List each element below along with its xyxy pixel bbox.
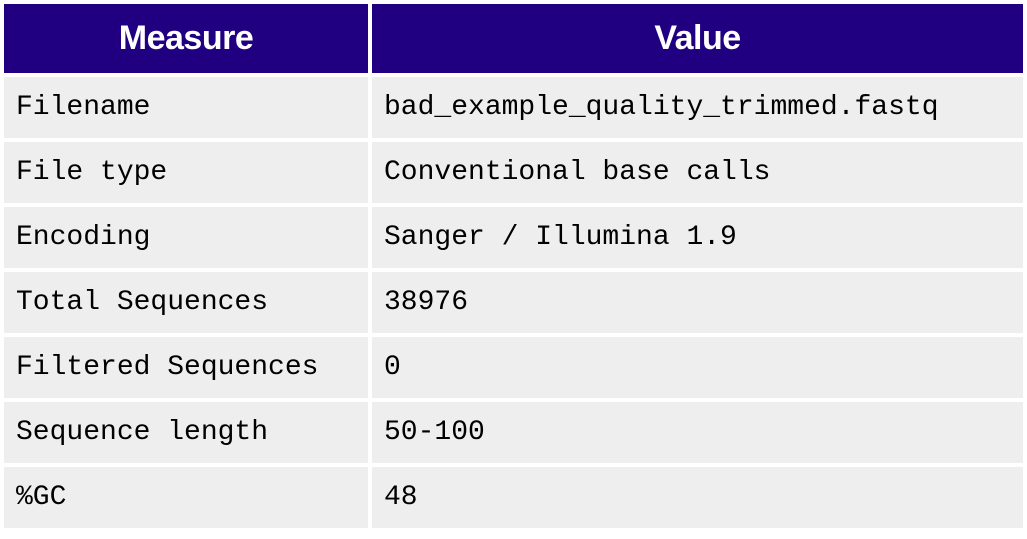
column-header-value: Value [372,4,1023,73]
row-sequence-length-value: 50-100 [372,402,1023,463]
row-gc-value: 48 [372,467,1023,528]
row-filtered-sequences-value: 0 [372,337,1023,398]
row-encoding-value: Sanger / Illumina 1.9 [372,207,1023,268]
row-gc-measure: %GC [4,467,368,528]
row-filename-measure: Filename [4,77,368,138]
row-filename-value: bad_example_quality_trimmed.fastq [372,77,1023,138]
column-header-measure: Measure [4,4,368,73]
basic-statistics-table: Measure Value Filename bad_example_quali… [4,4,1023,528]
row-encoding-measure: Encoding [4,207,368,268]
row-filtered-sequences-measure: Filtered Sequences [4,337,368,398]
row-file-type-measure: File type [4,142,368,203]
row-sequence-length-measure: Sequence length [4,402,368,463]
row-total-sequences-value: 38976 [372,272,1023,333]
row-total-sequences-measure: Total Sequences [4,272,368,333]
row-file-type-value: Conventional base calls [372,142,1023,203]
